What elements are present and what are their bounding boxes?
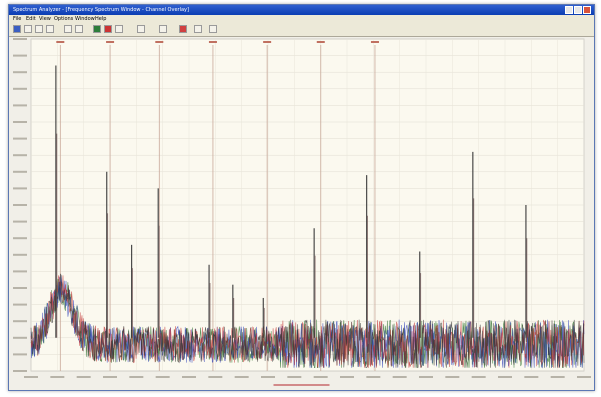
plot-area[interactable]: [9, 37, 594, 390]
y-tick-label: [13, 270, 27, 273]
x-tick-label: [550, 376, 565, 378]
marker-label: [155, 41, 164, 43]
toolbar: [9, 23, 594, 37]
print-icon[interactable]: [35, 25, 43, 33]
y-tick-label: [13, 187, 27, 190]
y-tick-label: [13, 137, 27, 140]
open-icon[interactable]: [13, 25, 21, 33]
x-tick-label: [577, 376, 591, 378]
y-tick-label: [13, 54, 27, 57]
x-tick-label: [340, 376, 354, 378]
x-tick-label: [129, 376, 144, 378]
y-tick-label: [13, 87, 27, 90]
y-tick-label: [13, 38, 27, 40]
menu-file[interactable]: File: [13, 16, 22, 22]
series-line: [30, 278, 585, 368]
menu-help[interactable]: Help: [95, 16, 107, 22]
marker-label: [316, 41, 325, 43]
y-tick-label: [13, 121, 27, 123]
grid-icon[interactable]: [115, 25, 123, 33]
x-tick-label: [234, 376, 249, 378]
y-tick-label: [13, 154, 27, 157]
settings-icon[interactable]: [137, 25, 145, 33]
y-tick-label: [13, 170, 27, 173]
overlay-icon[interactable]: [159, 25, 167, 33]
cursor-icon[interactable]: [75, 25, 83, 33]
marker-label: [263, 41, 272, 43]
app-window: Spectrum Analyzer - [Frequency Spectrum …: [8, 4, 595, 391]
x-tick-label: [445, 376, 460, 378]
marker-icon[interactable]: [93, 25, 101, 33]
menu-window[interactable]: Window: [75, 16, 95, 22]
x-tick-label: [419, 376, 433, 378]
x-tick-label: [50, 376, 65, 378]
x-tick-label: [24, 376, 38, 378]
x-tick-label: [155, 376, 170, 378]
peak-icon[interactable]: [104, 25, 112, 33]
title-bar: Spectrum Analyzer - [Frequency Spectrum …: [9, 5, 594, 15]
x-tick-label: [208, 376, 223, 378]
x-tick-label: [313, 376, 328, 378]
status-label: [273, 384, 330, 386]
x-tick-label: [392, 376, 407, 378]
marker-label: [370, 41, 379, 43]
x-tick-label: [471, 376, 486, 378]
menu-edit[interactable]: Edit: [26, 16, 36, 22]
x-tick-label: [182, 376, 196, 378]
x-tick-label: [261, 376, 275, 378]
y-tick-label: [13, 320, 27, 323]
menu-bar: File Edit View Options Window Help: [9, 15, 594, 23]
marker-label: [56, 41, 65, 43]
x-tick-label: [498, 376, 512, 378]
series-line: [30, 273, 585, 369]
zoom-in-icon[interactable]: [46, 25, 54, 33]
y-tick-label: [13, 220, 27, 223]
y-tick-label: [13, 303, 27, 306]
menu-view[interactable]: View: [39, 16, 51, 22]
spectrum-chart[interactable]: [9, 37, 594, 390]
y-tick-label: [13, 204, 27, 206]
close-button[interactable]: [583, 6, 591, 14]
y-tick-label: [13, 336, 27, 339]
zoom-out-icon[interactable]: [64, 25, 72, 33]
marker-label: [208, 41, 217, 43]
y-tick-label: [13, 104, 27, 107]
x-tick-label: [103, 376, 117, 378]
y-tick-label: [13, 353, 27, 356]
record-icon[interactable]: [194, 25, 202, 33]
stop-icon[interactable]: [179, 25, 187, 33]
x-tick-label: [524, 376, 539, 378]
y-tick-label: [13, 253, 27, 256]
save-icon[interactable]: [24, 25, 32, 33]
x-tick-label: [76, 376, 91, 378]
x-tick-label: [366, 376, 381, 378]
window-title: Spectrum Analyzer - [Frequency Spectrum …: [13, 7, 189, 13]
series-line: [30, 275, 585, 368]
y-tick-label: [13, 71, 27, 74]
x-tick-label: [287, 376, 302, 378]
y-tick-label: [13, 370, 27, 372]
y-tick-label: [13, 237, 27, 240]
marker-label: [106, 41, 115, 43]
minimize-button[interactable]: [565, 6, 573, 14]
y-tick-label: [13, 287, 27, 289]
menu-options[interactable]: Options: [54, 16, 74, 22]
maximize-button[interactable]: [574, 6, 582, 14]
export-icon[interactable]: [209, 25, 217, 33]
